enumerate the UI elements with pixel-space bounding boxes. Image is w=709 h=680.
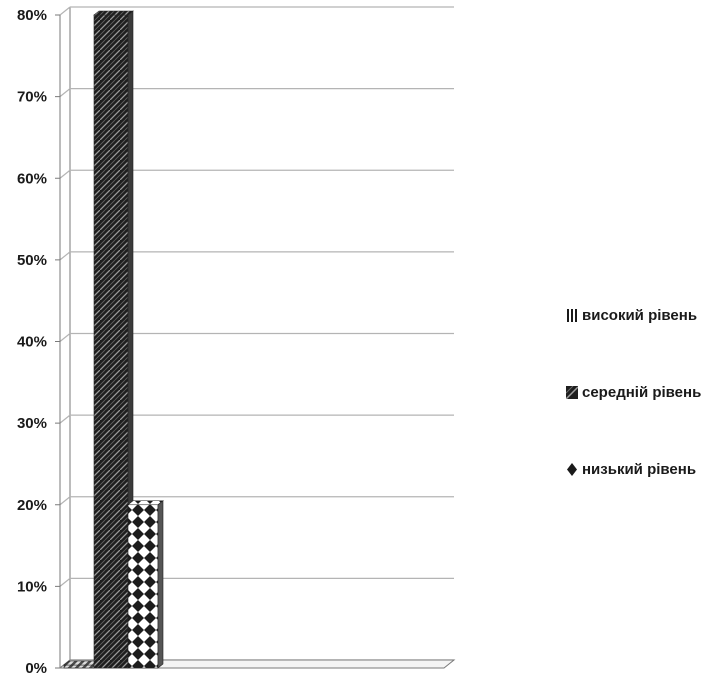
legend-item-high: високий рівень: [566, 305, 709, 325]
gridline-depth: [59, 6, 71, 16]
y-tick-label: 30%: [17, 415, 47, 432]
legend-item-medium: середній рівень: [566, 382, 709, 402]
bar-low: [127, 500, 164, 669]
legend-label-high: високий рівень: [582, 306, 698, 324]
bar-face-low: [127, 504, 159, 669]
gridline-depth: [59, 414, 71, 424]
y-tick-label: 0%: [25, 660, 47, 677]
bars: [63, 10, 164, 669]
bar-top-low: [127, 500, 164, 506]
y-tick-label: 80%: [17, 7, 47, 24]
vertical-stripes-icon: [567, 308, 577, 322]
diagonal-weave-icon: [566, 385, 578, 399]
y-tick-label: 40%: [17, 334, 47, 351]
bar-face-high: [63, 664, 95, 669]
bar-side-low: [157, 500, 164, 669]
y-tick-label: 20%: [17, 497, 47, 514]
gridline-depth: [59, 577, 71, 587]
gridline-depth: [59, 88, 71, 98]
gridline-depth: [59, 496, 71, 506]
legend: високий рівень середній рівень низький р…: [566, 305, 709, 536]
legend-label-low: низький рівень: [582, 460, 697, 478]
gridline-depth: [59, 169, 71, 179]
y-tick-label: 10%: [17, 578, 47, 595]
legend-label-medium: середній рівень: [582, 383, 702, 401]
gridline-depth: [59, 251, 71, 261]
y-tick-label: 70%: [17, 89, 47, 106]
bar-face-medium: [93, 14, 129, 669]
legend-item-low: низький рівень: [566, 459, 709, 479]
y-axis-ticks: 0% 10% 20% 30% 40% 50% 60% 70% 80%: [17, 7, 47, 677]
y-tick-label: 60%: [17, 170, 47, 187]
diamond-icon: [567, 462, 577, 476]
bar-top-medium: [93, 10, 134, 16]
gridline-depth: [59, 333, 71, 342]
y-tick-label: 50%: [17, 252, 47, 269]
bar-medium: [93, 10, 134, 669]
